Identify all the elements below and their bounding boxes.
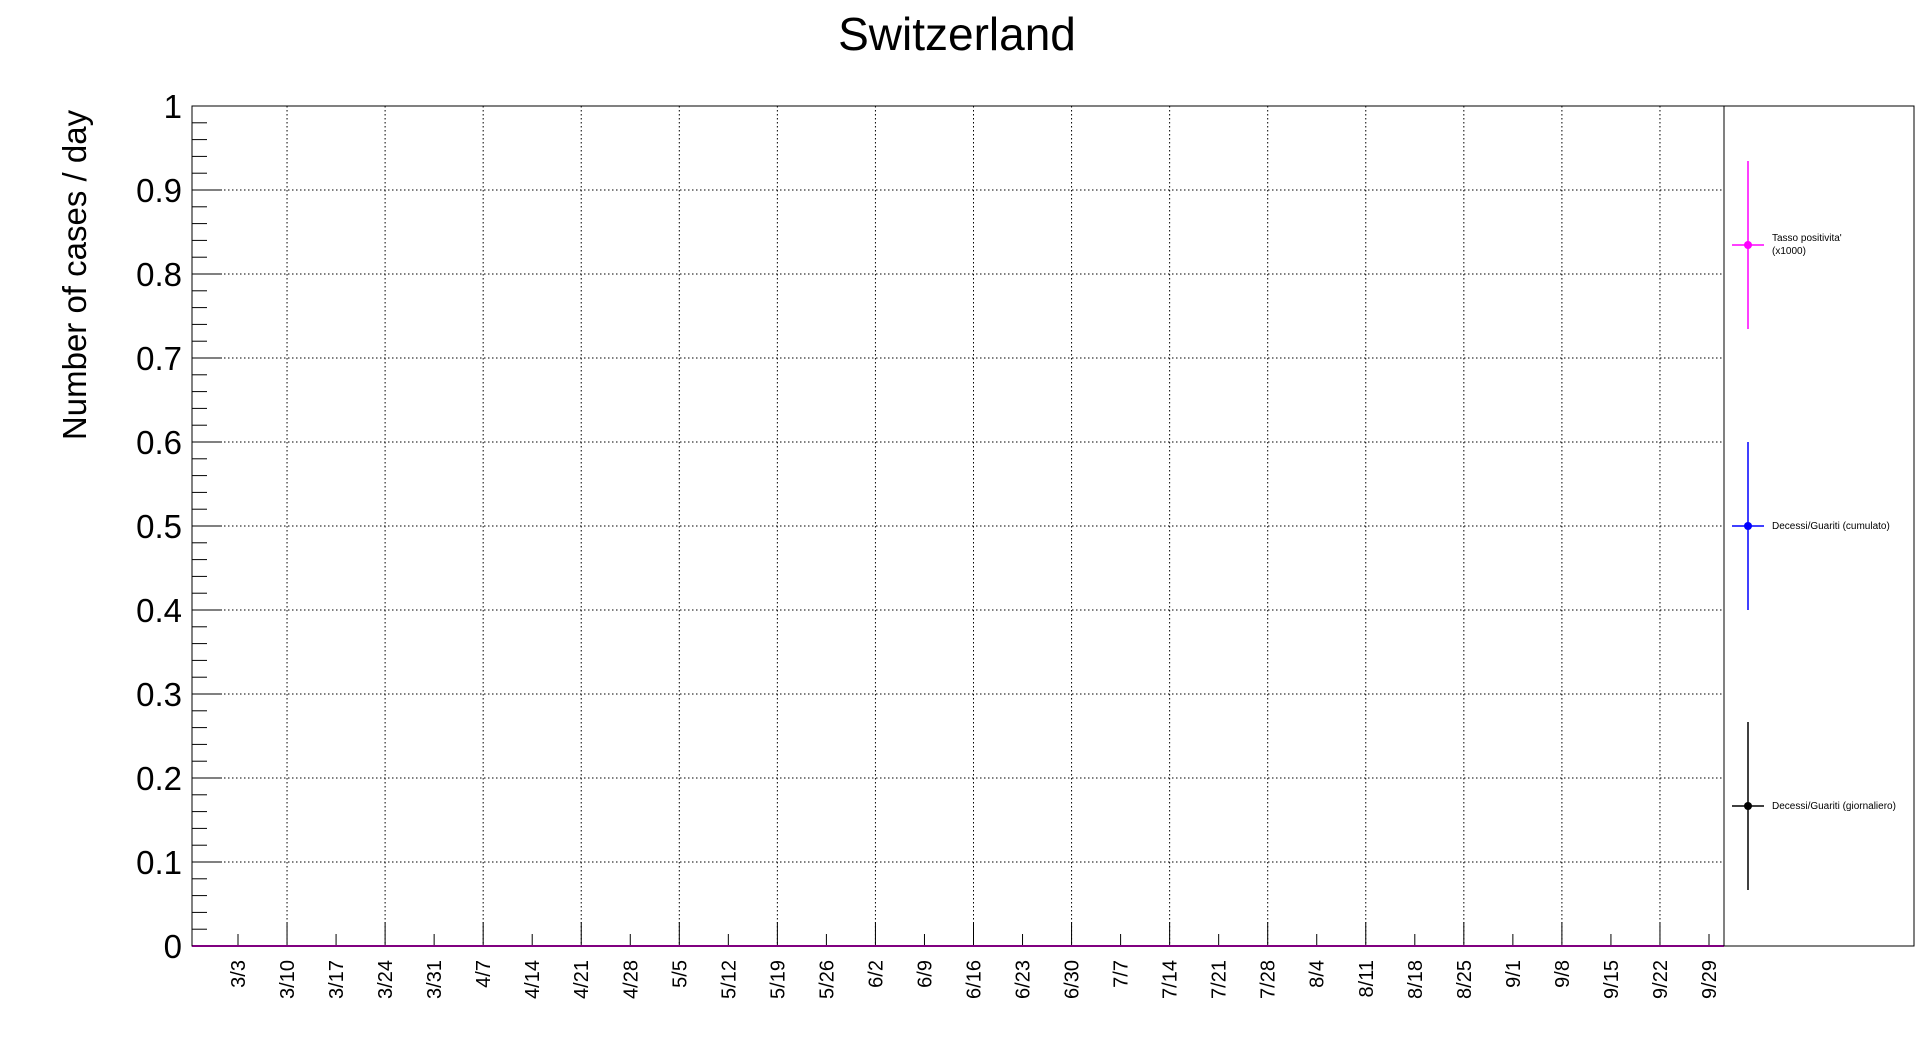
x-tick-label: 5/5 (669, 960, 691, 988)
legend-label: Tasso positivita' (1772, 233, 1842, 244)
grid (192, 106, 1724, 946)
x-tick-label: 5/19 (767, 960, 789, 999)
y-tick-label: 0.2 (136, 760, 182, 797)
y-tick-label: 0.8 (136, 256, 182, 293)
y-axis: 0 0.1 0.2 0.3 0.4 0.5 0.6 0.7 0.8 0.9 1 (136, 88, 222, 965)
x-tick-label: 7/14 (1160, 960, 1182, 999)
x-tick-label: 9/15 (1601, 960, 1623, 999)
x-tick-label: 9/1 (1503, 960, 1525, 988)
x-tick-label: 9/22 (1650, 960, 1672, 999)
y-tick-label: 0.9 (136, 172, 182, 209)
x-tick-label: 6/2 (865, 960, 887, 988)
x-axis: 3/3 3/10 3/17 3/24 3/31 4/7 4/14 4/21 4/28 5/5 5/1… (228, 922, 1721, 999)
y-tick-label: 0.7 (136, 340, 182, 377)
legend-marker (1744, 522, 1752, 530)
x-tick-label: 4/21 (571, 960, 593, 999)
legend-label-line2: (x1000) (1772, 246, 1806, 257)
legend-box (1723, 105, 1915, 947)
legend-label: Decessi/Guariti (cumulato) (1772, 521, 1890, 532)
y-tick-label: 0 (164, 928, 182, 965)
x-tick-label: 9/29 (1699, 960, 1721, 999)
x-tick-label: 4/7 (473, 960, 495, 988)
plot-frame (191, 105, 1725, 947)
x-tick-label: 7/28 (1258, 960, 1280, 999)
legend-entry: Decessi/Guariti (giornaliero) (1732, 722, 1896, 890)
y-tick-label: 0.6 (136, 424, 182, 461)
x-tick-label: 5/26 (816, 960, 838, 999)
x-tick-label: 8/11 (1356, 960, 1378, 997)
y-tick-label: 0.4 (136, 592, 182, 629)
x-tick-label: 8/4 (1307, 960, 1329, 988)
legend-entry: Decessi/Guariti (cumulato) (1732, 442, 1890, 610)
x-tick-label: 7/21 (1209, 960, 1231, 999)
x-tick-label: 3/10 (277, 960, 299, 999)
legend: Tasso positivita' (x1000) Decessi/Guariti … (1732, 161, 1896, 890)
chart-title: Switzerland (838, 8, 1076, 60)
y-tick-label: 1 (164, 88, 182, 125)
x-tick-label: 8/18 (1405, 960, 1427, 999)
x-tick-label: 6/9 (914, 960, 936, 988)
legend-label: Decessi/Guariti (giornaliero) (1772, 801, 1896, 812)
x-tick-label: 6/30 (1062, 960, 1084, 999)
x-tick-label: 7/7 (1111, 960, 1133, 988)
y-axis-label: Number of cases / day (56, 109, 93, 440)
x-tick-label: 4/14 (522, 960, 544, 999)
x-tick-label: 6/16 (964, 960, 986, 999)
legend-entry: Tasso positivita' (x1000) (1732, 161, 1842, 329)
legend-marker (1744, 241, 1752, 249)
x-tick-label: 3/31 (424, 960, 446, 999)
y-tick-label: 0.1 (136, 844, 182, 881)
x-tick-label: 4/28 (620, 960, 642, 999)
x-tick-label: 5/12 (718, 960, 740, 999)
x-tick-label: 3/17 (326, 960, 348, 999)
x-tick-label: 6/23 (1013, 960, 1035, 999)
y-tick-label: 0.5 (136, 508, 182, 545)
y-tick-label: 0.3 (136, 676, 182, 713)
x-tick-label: 3/24 (375, 960, 397, 999)
x-tick-label: 8/25 (1454, 960, 1476, 999)
x-tick-label: 3/3 (228, 960, 250, 988)
legend-marker (1744, 802, 1752, 810)
x-tick-label: 9/8 (1552, 960, 1574, 988)
